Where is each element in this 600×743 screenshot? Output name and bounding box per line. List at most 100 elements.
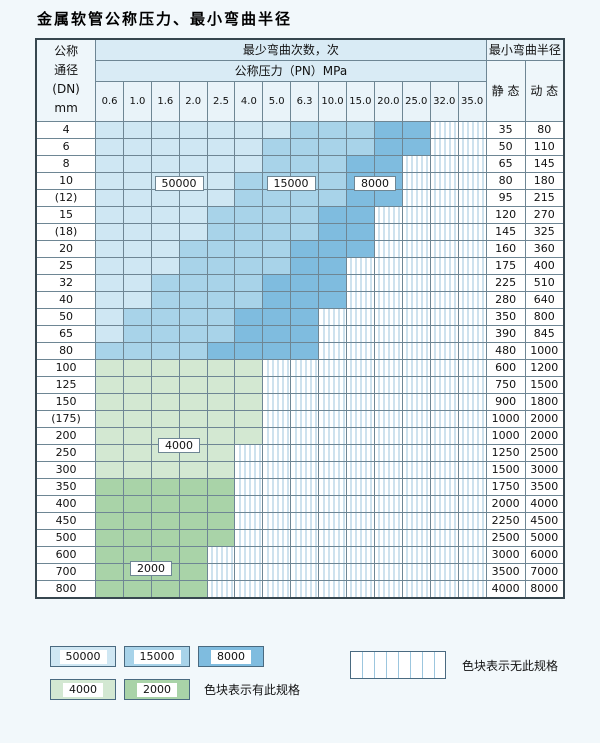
dn-cell: 100	[35, 358, 97, 377]
dynamic-value-cell: 7000	[524, 562, 565, 581]
spec-cell	[178, 477, 208, 496]
no-spec-cell	[429, 171, 459, 190]
no-spec-cell	[401, 392, 431, 411]
spec-cell	[234, 188, 264, 207]
spec-cell	[290, 273, 320, 292]
spec-cell	[206, 341, 236, 360]
spec-cell	[234, 171, 264, 190]
spec-cell	[95, 324, 124, 343]
table-row: 600 3000 6000	[35, 545, 565, 564]
table-row: 32 225 510	[35, 273, 565, 292]
radius-header: 最小弯曲半径	[485, 38, 565, 61]
dynamic-value-cell: 510	[524, 273, 565, 292]
spec-cell	[290, 222, 320, 241]
pressure-header-cell: 1.6	[150, 80, 180, 122]
no-spec-cell	[373, 460, 403, 479]
no-spec-cell	[401, 562, 431, 581]
no-spec-cell	[262, 528, 292, 547]
spec-cell	[373, 137, 403, 156]
static-value-cell: 1750	[485, 477, 526, 496]
no-spec-cell	[318, 375, 347, 394]
pressure-header-cell: 10.0	[318, 80, 347, 122]
pressure-header-cell: 25.0	[401, 80, 431, 122]
spec-cell	[150, 358, 180, 377]
spec-cell	[178, 273, 208, 292]
dynamic-value-cell: 2500	[524, 443, 565, 462]
dynamic-value-cell: 325	[524, 222, 565, 241]
spec-cell	[234, 273, 264, 292]
no-spec-cell	[345, 460, 375, 479]
no-spec-cell	[373, 324, 403, 343]
no-spec-cell	[262, 426, 292, 445]
spec-cell	[318, 205, 347, 224]
spec-cell	[150, 579, 180, 598]
no-spec-label: 色块表示无此规格	[462, 658, 559, 673]
no-spec-cell	[290, 562, 320, 581]
spec-cell	[150, 239, 180, 258]
no-spec-cell	[262, 443, 292, 462]
no-spec-cell	[290, 477, 320, 496]
spec-cell	[95, 562, 124, 581]
spec-cell	[262, 120, 292, 139]
spec-cell	[178, 222, 208, 241]
spec-cell	[123, 460, 152, 479]
spec-cell	[123, 154, 152, 173]
spec-cell	[95, 579, 124, 598]
spec-cell	[150, 205, 180, 224]
spec-cell	[178, 511, 208, 530]
no-spec-cell	[290, 494, 320, 513]
pressure-header-cell: 35.0	[457, 80, 487, 122]
static-value-cell: 390	[485, 324, 526, 343]
legend-swatch: 50000	[50, 646, 116, 667]
spec-cell	[150, 392, 180, 411]
no-spec-cell	[429, 307, 459, 326]
spec-cell	[206, 358, 236, 377]
spec-cell	[206, 137, 236, 156]
spec-cell	[95, 409, 124, 428]
spec-cell	[206, 477, 236, 496]
table-row: 80 480 1000	[35, 341, 565, 360]
no-spec-cell	[429, 222, 459, 241]
no-spec-cell	[457, 460, 487, 479]
dn-header-line: 通径	[54, 63, 79, 78]
spec-cell	[318, 256, 347, 275]
dynamic-value-cell: 215	[524, 188, 565, 207]
spec-cell	[318, 239, 347, 258]
no-spec-cell	[262, 477, 292, 496]
spec-cell	[206, 273, 236, 292]
dn-cell: 6	[35, 137, 97, 156]
pressure-header-cell: 2.0	[178, 80, 208, 122]
dynamic-value-cell: 110	[524, 137, 565, 156]
spec-cell	[95, 358, 124, 377]
no-spec-cell	[290, 511, 320, 530]
no-spec-cell	[457, 188, 487, 207]
spec-cell	[178, 205, 208, 224]
no-spec-cell	[373, 239, 403, 258]
table-row: 50 350 800	[35, 307, 565, 326]
spec-cell	[290, 290, 320, 309]
dn-cell: 250	[35, 443, 97, 462]
no-spec-cell	[373, 545, 403, 564]
no-spec-cell	[401, 171, 431, 190]
spec-cell	[373, 171, 403, 190]
spec-cell	[206, 375, 236, 394]
spec-cell	[178, 494, 208, 513]
spec-cell	[123, 443, 152, 462]
spec-cell	[345, 222, 375, 241]
dn-cell: 8	[35, 154, 97, 173]
spec-cell	[178, 562, 208, 581]
no-spec-cell	[262, 460, 292, 479]
spec-cell	[234, 324, 264, 343]
no-spec-cell	[373, 290, 403, 309]
no-spec-cell	[429, 154, 459, 173]
no-spec-cell	[401, 460, 431, 479]
no-spec-cell	[457, 579, 487, 598]
spec-cell	[234, 120, 264, 139]
no-spec-cell	[234, 579, 264, 598]
no-spec-cell	[262, 545, 292, 564]
spec-cell	[206, 120, 236, 139]
static-value-cell: 225	[485, 273, 526, 292]
dn-header-line: (DN)	[52, 82, 80, 97]
dynamic-value-cell: 1200	[524, 358, 565, 377]
spec-cell	[206, 290, 236, 309]
